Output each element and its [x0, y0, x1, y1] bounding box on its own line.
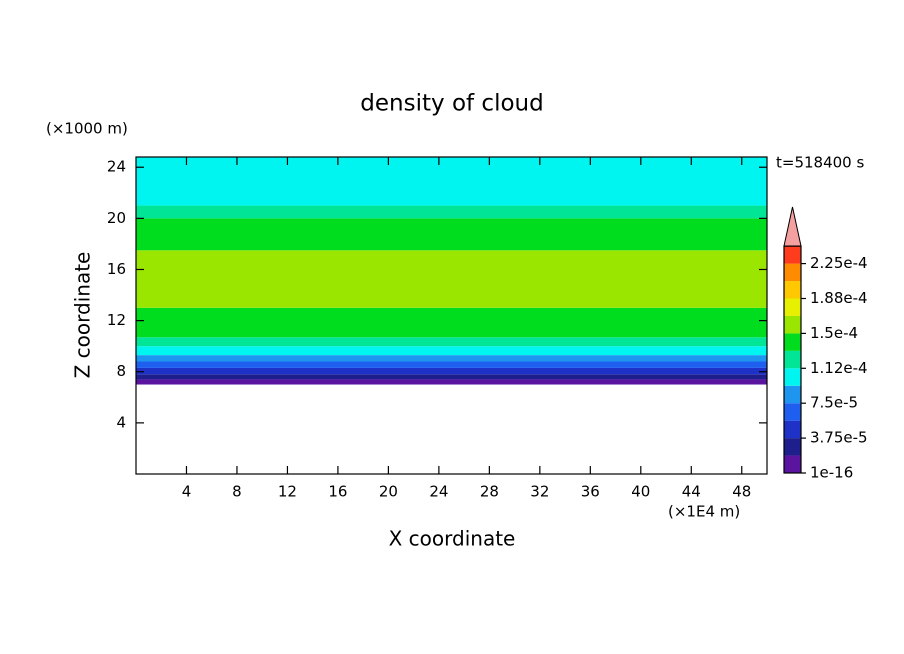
colorbar-tick-label: 1.12e-4: [810, 359, 868, 377]
x-tick-label: 4: [182, 483, 192, 501]
contour-band: [136, 367, 767, 375]
colorbar-band: [784, 403, 801, 421]
x-unit: (×1E4 m): [668, 503, 740, 521]
y-tick-label: 8: [116, 362, 126, 380]
colorbar-tick-label: 1e-16: [810, 464, 853, 482]
y-axis-title: Z coordinate: [71, 252, 95, 379]
x-tick-label: 24: [429, 483, 448, 501]
colorbar-tick-label: 1.88e-4: [810, 289, 868, 307]
y-unit: (×1000 m): [46, 120, 128, 138]
colorbar-band: [784, 350, 801, 369]
colorbar-band: [784, 281, 801, 299]
y-tick-label: 20: [107, 209, 126, 227]
x-tick-label: 12: [278, 483, 297, 501]
chart-title: density of cloud: [360, 91, 543, 117]
x-tick-label: 40: [631, 483, 650, 501]
colorbar-tick-label: 3.75e-5: [810, 429, 868, 447]
colorbar-band: [784, 298, 801, 316]
colorbar-tick-label: 7.5e-5: [810, 394, 858, 412]
colorbar-extension: [783, 206, 802, 247]
x-tick-label: 20: [379, 483, 398, 501]
x-tick-label: 28: [480, 483, 499, 501]
contour-band: [136, 157, 767, 206]
colorbar-band: [784, 420, 801, 439]
colorbar-band: [784, 455, 801, 473]
contour-band: [136, 355, 767, 362]
colorbar-band: [784, 333, 801, 351]
y-tick-label: 16: [107, 260, 126, 278]
contour-band: [136, 269, 767, 308]
colorbar-band: [784, 385, 801, 404]
x-axis-title: X coordinate: [389, 527, 516, 551]
x-tick-label: 8: [232, 483, 242, 501]
x-tick-label: 16: [328, 483, 347, 501]
contour-band: [136, 307, 767, 328]
contour-band: [136, 337, 767, 347]
contour-band: [136, 205, 767, 219]
contour-band: [136, 346, 767, 356]
y-tick-label: 12: [107, 311, 126, 329]
colorbar-band: [784, 263, 801, 282]
contour-band: [136, 374, 767, 380]
colorbar-band: [784, 315, 801, 334]
colorbar-frame: [783, 245, 802, 474]
x-tick-label: 36: [581, 483, 600, 501]
x-tick-label: 44: [682, 483, 701, 501]
colorbar-band: [784, 438, 801, 456]
contour-band: [136, 379, 767, 385]
colorbar-tick-label: 1.5e-4: [810, 324, 858, 342]
contour-band: [136, 218, 767, 251]
plot-frame: [135, 156, 768, 475]
contour-band: [136, 361, 767, 368]
colorbar-tick-label: 2.25e-4: [810, 254, 868, 272]
x-tick-label: 32: [530, 483, 549, 501]
contour-band: [136, 250, 767, 270]
colorbar-band: [784, 368, 801, 386]
y-tick-label: 4: [116, 413, 126, 431]
x-tick-label: 48: [732, 483, 751, 501]
time-label: t=518400 s: [776, 154, 864, 172]
colorbar-band: [784, 246, 801, 264]
y-tick-label: 24: [107, 158, 126, 176]
contour-band: [136, 327, 767, 338]
